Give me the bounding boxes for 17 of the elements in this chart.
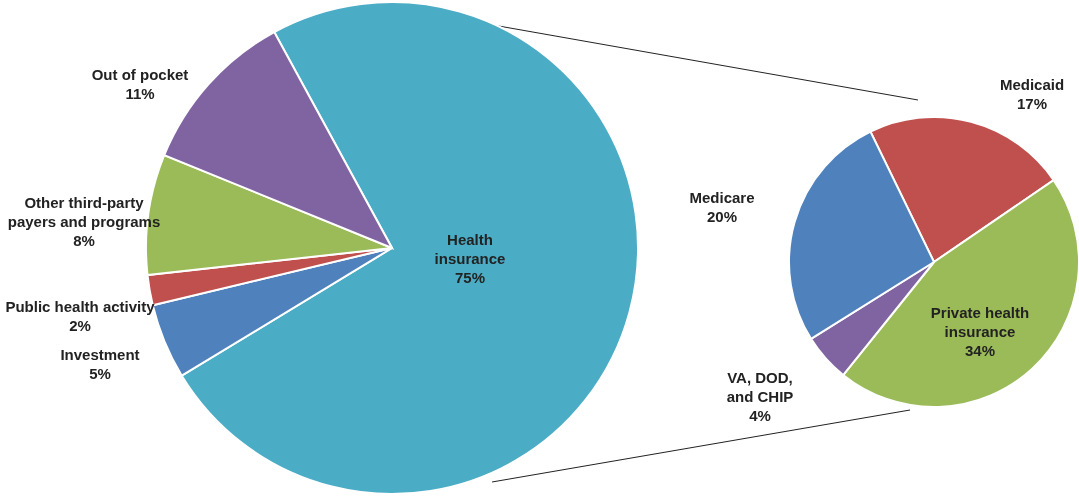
data-label: 20% xyxy=(706,208,738,225)
data-label: 8% xyxy=(73,232,95,249)
slice-label: Private health insurance xyxy=(930,304,1030,340)
data-label: 5% xyxy=(89,365,111,382)
data-label: 34% xyxy=(964,342,996,359)
data-label: 2% xyxy=(69,317,91,334)
slice-label: Medicare xyxy=(689,189,755,206)
data-label: 17% xyxy=(1016,95,1048,112)
slice-label: Medicaid xyxy=(999,76,1065,93)
data-label: 11% xyxy=(125,85,155,102)
data-label: 4% xyxy=(749,407,771,424)
slice-label: Health insurance xyxy=(434,231,506,267)
slice-label: VA, DOD, and CHIP xyxy=(726,369,794,405)
data-label: 75% xyxy=(454,269,486,286)
slice-label: Public health activity xyxy=(5,298,156,315)
slice-label: Investment xyxy=(60,346,140,363)
slice-label: Out of pocket xyxy=(91,66,189,83)
